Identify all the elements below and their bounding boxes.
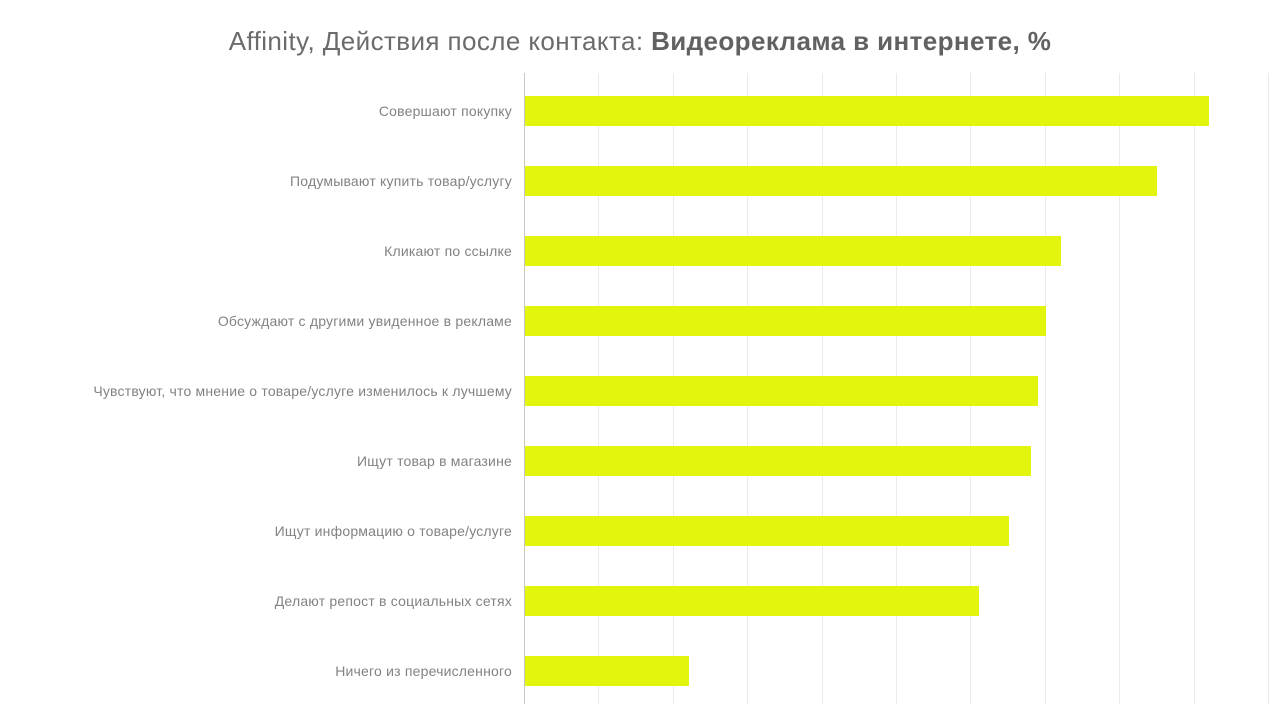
category-label: Ищут информацию о товаре/услуге bbox=[274, 522, 512, 539]
category-label: Ищут товар в магазине bbox=[357, 452, 512, 469]
bar-track bbox=[524, 166, 1268, 196]
bar bbox=[525, 376, 1039, 406]
bar bbox=[525, 166, 1158, 196]
category-label: Делают репост в социальных сетях bbox=[274, 592, 512, 609]
chart-title-regular: Affinity, Действия после контакта: bbox=[228, 26, 652, 56]
chart-row: Чувствуют, что мнение о товаре/услуге из… bbox=[0, 356, 1268, 426]
category-label: Кликают по ссылке bbox=[384, 242, 512, 259]
chart-row: Совершают покупку bbox=[0, 76, 1268, 146]
gridline bbox=[1119, 73, 1121, 704]
gridline bbox=[1268, 73, 1269, 704]
gridline bbox=[1044, 73, 1046, 704]
bar bbox=[525, 96, 1210, 126]
bar bbox=[525, 236, 1061, 266]
bar bbox=[525, 656, 689, 686]
bar-track bbox=[524, 96, 1268, 126]
bar-track bbox=[524, 446, 1268, 476]
bar bbox=[525, 516, 1009, 546]
category-label: Подумывают купить товар/услугу bbox=[290, 172, 512, 189]
bar-track bbox=[524, 306, 1268, 336]
chart-row: Делают репост в социальных сетях bbox=[0, 566, 1268, 636]
category-label: Чувствуют, что мнение о товаре/услуге из… bbox=[93, 382, 512, 399]
chart-row: Ищут товар в магазине bbox=[0, 426, 1268, 496]
bar-track bbox=[524, 376, 1268, 406]
bar-track bbox=[524, 236, 1268, 266]
bar bbox=[525, 306, 1046, 336]
category-label: Обсуждают с другими увиденное в рекламе bbox=[217, 312, 512, 329]
chart-title-bold: Видеореклама в интернете, % bbox=[651, 26, 1052, 56]
bar-track bbox=[524, 656, 1268, 686]
chart-row: Ищут информацию о товаре/услуге bbox=[0, 496, 1268, 566]
bar bbox=[525, 446, 1031, 476]
bar-track bbox=[524, 516, 1268, 546]
bar-track bbox=[524, 586, 1268, 616]
chart-rows: Совершают покупку Подумывают купить товар… bbox=[0, 76, 1268, 706]
category-label: Ничего из перечисленного bbox=[335, 662, 512, 679]
bar bbox=[525, 586, 979, 616]
chart-row: Подумывают купить товар/услугу bbox=[0, 146, 1268, 216]
chart-row: Ничего из перечисленного bbox=[0, 636, 1268, 706]
chart-title: Affinity, Действия после контакта: Видео… bbox=[0, 26, 1280, 57]
y-axis-line bbox=[524, 73, 525, 704]
gridline bbox=[1193, 73, 1195, 704]
category-label: Совершают покупку bbox=[378, 102, 512, 119]
chart-row: Обсуждают с другими увиденное в рекламе bbox=[0, 286, 1268, 356]
chart-row: Кликают по ссылке bbox=[0, 216, 1268, 286]
bar-chart: Совершают покупку Подумывают купить товар… bbox=[0, 73, 1280, 706]
